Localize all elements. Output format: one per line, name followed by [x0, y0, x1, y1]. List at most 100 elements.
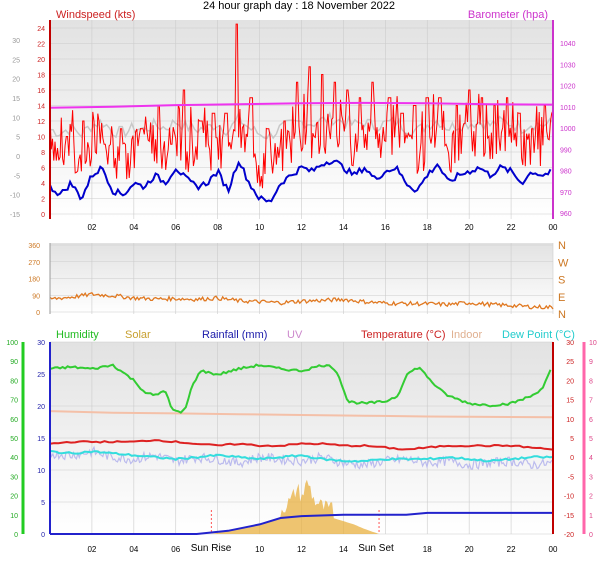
wind-time-label: 02: [87, 223, 96, 232]
uv-tick: 9: [589, 359, 593, 366]
lower-time-label: 12: [297, 545, 306, 554]
wind-time-label: 06: [171, 223, 180, 232]
wind-tick: 2: [41, 197, 45, 204]
rain-tick: 0: [41, 532, 45, 539]
lower-time-label: 18: [423, 545, 432, 554]
temp-tick: -10: [564, 494, 574, 501]
lower-time-label: 14: [339, 545, 348, 554]
compass-tick: N: [558, 240, 566, 252]
temp-tick: -20: [564, 532, 574, 539]
rain-tick: 30: [37, 340, 45, 347]
humidity-tick: 40: [10, 455, 18, 462]
lower-time-label: 20: [465, 545, 474, 554]
sunset-label: Sun Set: [358, 543, 394, 554]
wind-tick: 10: [37, 135, 45, 142]
temperature-series: [49, 439, 554, 451]
direction-tick: 360: [28, 243, 40, 250]
wind-outer-tick: -15: [10, 212, 20, 219]
barometer-label: Barometer (hpa): [468, 9, 548, 21]
wind-time-label: 00: [549, 223, 558, 232]
lower-legend: Humidity Solar Rainfall (mm) UV Temperat…: [56, 329, 575, 341]
windspeed-label: Windspeed (kts): [56, 9, 135, 21]
wind-outer-tick: 5: [16, 135, 20, 142]
direction-series: [49, 291, 554, 310]
direction-tick: 90: [32, 293, 40, 300]
humidity-tick: 10: [10, 513, 18, 520]
wind-tick: 24: [37, 26, 45, 33]
humidity-tick: 100: [6, 340, 18, 347]
uv-tick: 8: [589, 378, 593, 385]
direction-gridlines: [50, 243, 554, 314]
temp-tick: -5: [568, 474, 574, 481]
humidity-tick: 20: [10, 494, 18, 501]
chart-title: 24 hour graph day : 18 November 2022: [203, 0, 395, 12]
rain-tick: 15: [37, 436, 45, 443]
humidity-tick: 0: [14, 532, 18, 539]
baro-tick: 1000: [560, 126, 576, 133]
barometer-series: [49, 101, 554, 109]
humidity-tick: 30: [10, 474, 18, 481]
wind-outer-tick: -10: [10, 193, 20, 200]
baro-tick: 1010: [560, 105, 576, 112]
wind-outer-tick: 15: [12, 96, 20, 103]
uv-tick: 2: [589, 494, 593, 501]
uv-tick: 10: [589, 340, 597, 347]
wind-time-label: 04: [129, 223, 138, 232]
humidity-tick: 60: [10, 417, 18, 424]
baro-tick: 960: [560, 211, 572, 218]
humidity-tick: 70: [10, 398, 18, 405]
temp-tick: 25: [566, 359, 574, 366]
wind-outer-tick: -5: [14, 173, 20, 180]
uv-tick: 7: [589, 398, 593, 405]
uv-tick: 5: [589, 436, 593, 443]
legend-dew-point: Dew Point (°C): [502, 329, 575, 341]
legend-rainfall: Rainfall (mm): [202, 329, 267, 341]
wind-outer-tick: 10: [12, 115, 20, 122]
wind-tick: 12: [37, 119, 45, 126]
compass-tick: N: [558, 309, 566, 321]
humidity-tick: 90: [10, 359, 18, 366]
direction-tick: 180: [28, 277, 40, 284]
temp-tick: -15: [564, 513, 574, 520]
temp-tick: 0: [570, 455, 574, 462]
sunrise-label: Sun Rise: [191, 543, 232, 554]
uv-tick: 6: [589, 417, 593, 424]
lower-series: [49, 363, 554, 535]
wind-tick: 0: [41, 212, 45, 219]
legend-indoor: Indoor: [451, 329, 483, 341]
wind-average-series: [49, 159, 552, 203]
wind-time-label: 16: [381, 223, 390, 232]
wind-tick: 20: [37, 57, 45, 64]
rain-tick: 25: [37, 372, 45, 379]
lower-time-label: 06: [171, 545, 180, 554]
baro-tick: 980: [560, 169, 572, 176]
humidity-series: [49, 363, 552, 414]
lower-time-label: 04: [129, 545, 138, 554]
legend-temperature: Temperature (°C): [361, 329, 445, 341]
wind-series: [49, 23, 554, 203]
indoor-series: [49, 410, 554, 419]
grey-series: [49, 110, 554, 140]
wind-time-label: 12: [297, 223, 306, 232]
uv-tick: 4: [589, 455, 593, 462]
wind-tick: 6: [41, 166, 45, 173]
legend-humidity: Humidity: [56, 329, 99, 341]
humidity-tick: 50: [10, 436, 18, 443]
wind-tick: 4: [41, 181, 45, 188]
compass-tick: S: [558, 275, 565, 287]
wind-direction-series: [49, 291, 554, 310]
wind-axes: 302520151050-5-10-1524222018161412108642…: [10, 26, 576, 232]
temp-tick: 15: [566, 398, 574, 405]
rain-tick: 10: [37, 468, 45, 475]
uv-tick: 0: [589, 532, 593, 539]
legend-solar: Solar: [125, 329, 151, 341]
wind-time-label: 08: [213, 223, 222, 232]
lower-time-label: 22: [507, 545, 516, 554]
wind-tick: 18: [37, 73, 45, 80]
wind-outer-tick: 20: [12, 77, 20, 84]
wind-time-label: 14: [339, 223, 348, 232]
humidity-tick: 80: [10, 378, 18, 385]
rain-tick: 20: [37, 404, 45, 411]
